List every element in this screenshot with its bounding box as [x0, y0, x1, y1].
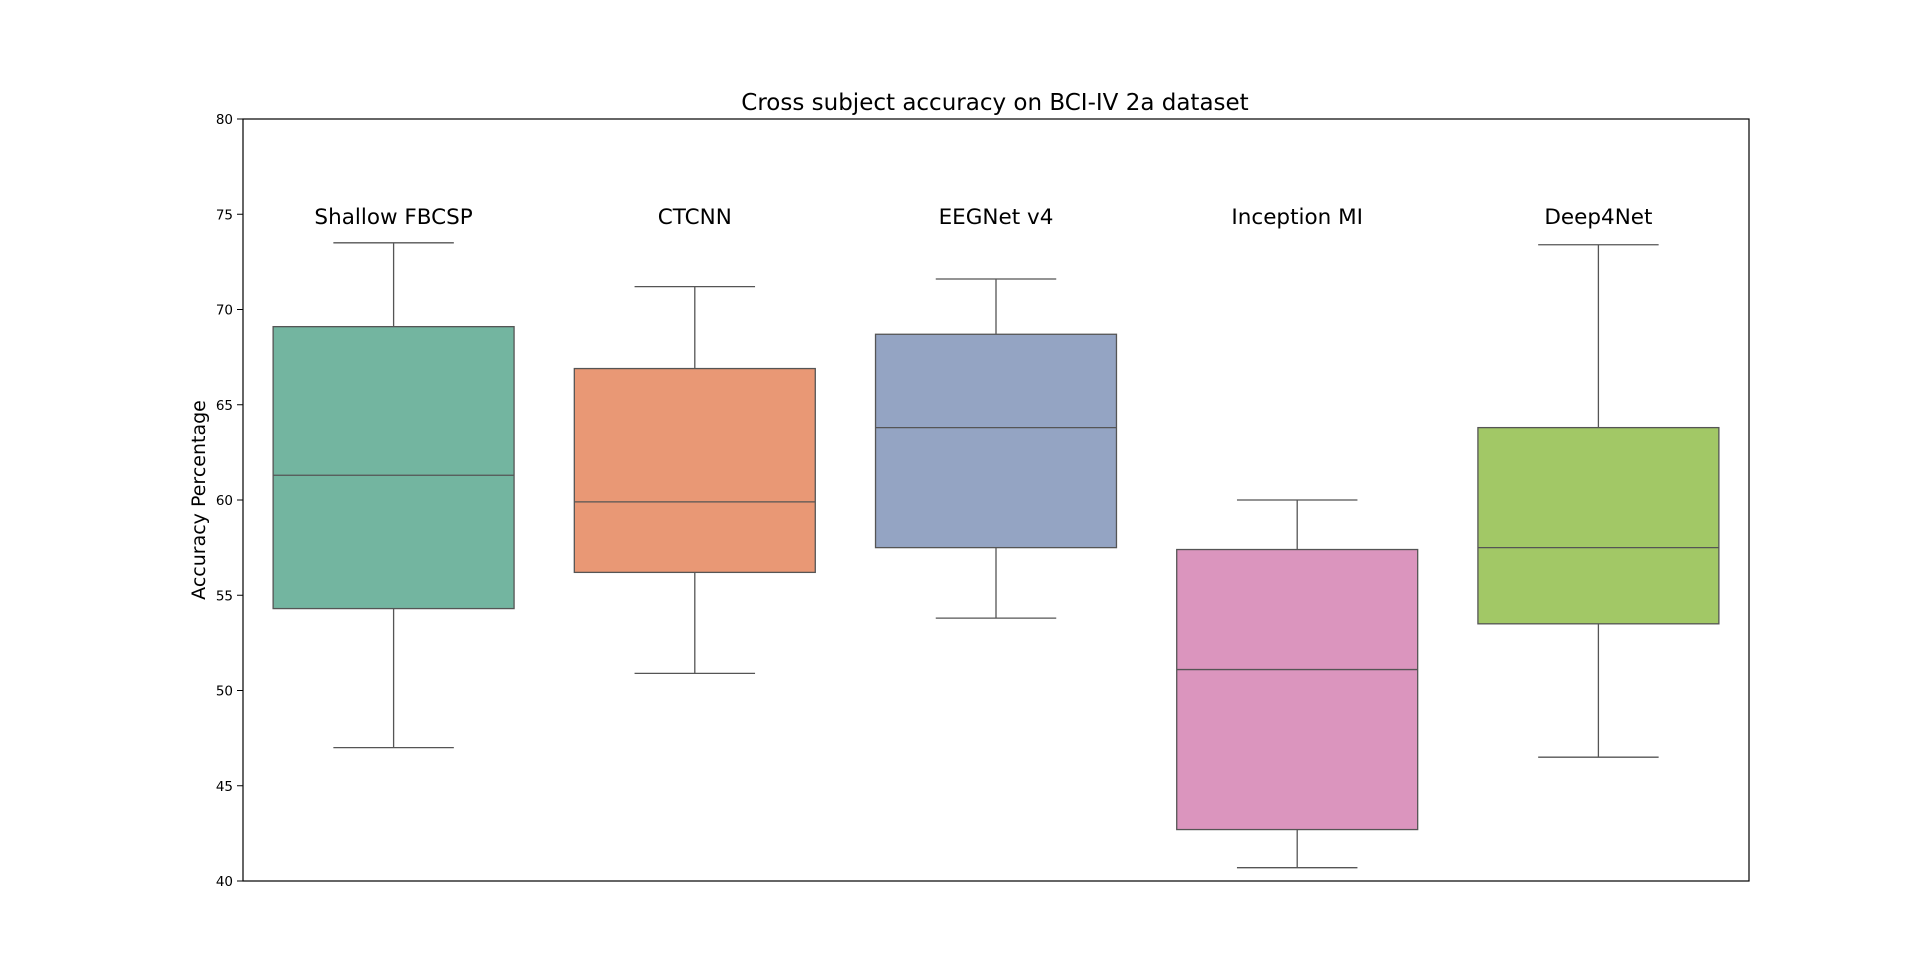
box-group-3: Inception MI: [1176, 205, 1419, 869]
iqr-box: [1176, 548, 1419, 831]
y-tick-label: 60: [216, 493, 233, 509]
category-label: CTCNN: [658, 205, 732, 230]
iqr-box: [573, 367, 816, 574]
iqr-box: [874, 333, 1118, 549]
box-group-0: Shallow FBCSP: [272, 205, 515, 749]
y-tick-label: 80: [216, 112, 233, 128]
category-label: Inception MI: [1231, 205, 1363, 230]
y-tick-label: 55: [216, 588, 233, 604]
plot-area: 40 45 50 55 60 65 70 75 80 Shallow FBCSP CTCNN EEGN…: [216, 112, 1720, 890]
box-group-2: EEGNet v4: [874, 205, 1118, 619]
box-group-1: CTCNN: [573, 205, 816, 675]
y-tick-label: 45: [216, 779, 233, 795]
category-label: EEGNet v4: [939, 205, 1054, 230]
chart-title: Cross subject accuracy on BCI-IV 2a data…: [741, 90, 1248, 116]
axes-frame: [242, 118, 1750, 882]
box-group-4: Deep4Net: [1477, 205, 1720, 758]
category-label: Deep4Net: [1544, 205, 1652, 230]
iqr-box: [1477, 426, 1720, 625]
category-label: Shallow FBCSP: [314, 205, 472, 230]
y-tick-label: 75: [216, 207, 233, 223]
y-tick-label: 50: [216, 684, 233, 700]
y-tick-label: 65: [216, 398, 233, 414]
y-tick-label: 70: [216, 303, 233, 319]
y-axis-label: Accuracy Percentage: [188, 400, 210, 600]
iqr-box: [272, 325, 515, 610]
y-tick-label: 40: [216, 874, 233, 890]
